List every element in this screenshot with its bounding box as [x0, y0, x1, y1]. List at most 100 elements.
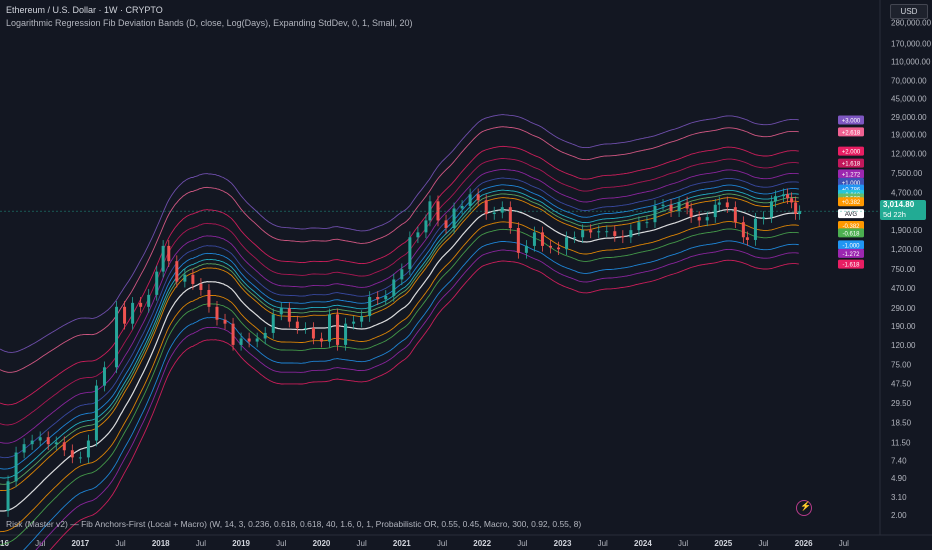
candle-body	[741, 222, 745, 238]
candle-body	[516, 228, 520, 253]
fib-band-line	[23, 240, 799, 550]
candle-body	[223, 319, 227, 324]
candle-body	[717, 202, 721, 205]
y-tick-label: 18.50	[891, 419, 912, 428]
x-tick-label: 2023	[554, 539, 572, 548]
fib-band-label-box	[838, 158, 864, 168]
fib-band-label-box	[838, 248, 864, 258]
candle-body	[191, 274, 195, 284]
y-tick-label: 170,000.00	[891, 39, 932, 48]
candle-body	[761, 217, 765, 219]
candle-body	[753, 218, 757, 240]
fib-band-label: -1.272	[842, 252, 860, 258]
x-tick-label: Jul	[517, 539, 527, 548]
x-tick-label: 2025	[714, 539, 732, 548]
y-tick-label: 750.00	[891, 265, 916, 274]
candle-body	[424, 220, 428, 233]
fib-band-label-box	[838, 146, 864, 156]
y-tick-label: 110,000.00	[891, 58, 931, 67]
y-tick-label: 4,700.00	[891, 189, 923, 198]
candle-body	[14, 452, 18, 482]
candle-body	[597, 231, 601, 233]
x-tick-label: Jul	[437, 539, 447, 548]
candle-body	[565, 237, 569, 250]
candle-body	[207, 289, 211, 307]
y-tick-label: 19,000.00	[891, 130, 927, 139]
fib-band-label: AVG	[845, 212, 858, 218]
x-tick-label: Jul	[276, 539, 286, 548]
x-tick-label: Jul	[115, 539, 125, 548]
candle-body	[573, 237, 577, 239]
candle-body	[392, 279, 396, 296]
x-tick-label: Jul	[357, 539, 367, 548]
y-tick-label: 1,200.00	[891, 245, 923, 254]
symbol-title[interactable]: Ethereum / U.S. Dollar · 1W · CRYPTO	[6, 5, 163, 15]
y-tick-label: 1,900.00	[891, 226, 923, 235]
y-tick-label: 29.50	[891, 399, 912, 408]
candle-body	[549, 245, 553, 248]
candle-body	[794, 202, 798, 215]
candle-body	[697, 217, 701, 221]
candle-body	[22, 444, 26, 453]
x-tick-label: Jul	[196, 539, 206, 548]
candle-body	[78, 457, 82, 459]
y-tick-label: 290.00	[891, 304, 916, 313]
risk-indicator-legend[interactable]: Risk (Master v2) — Fib Anchors-First (Lo…	[6, 519, 582, 529]
fib-band-label-box	[838, 197, 864, 207]
candle-body	[532, 232, 536, 246]
candle-body	[400, 269, 404, 280]
candle-body	[460, 205, 464, 209]
candle-body	[589, 230, 593, 233]
fib-band-label-box	[838, 221, 864, 231]
candle-body	[161, 245, 165, 272]
fib-band-label: +1.000	[842, 181, 861, 187]
candle-body	[452, 208, 456, 229]
x-tick-label: Jul	[678, 539, 688, 548]
x-tick-label: 2017	[71, 539, 89, 548]
candle-body	[500, 207, 504, 213]
y-tick-label: 7.40	[891, 457, 907, 466]
candle-body	[484, 200, 488, 215]
candle-body	[557, 247, 561, 250]
candle-body	[38, 437, 42, 441]
fib-band-line	[0, 157, 799, 426]
fib-band-line	[0, 114, 799, 353]
x-tick-label: Jul	[598, 539, 608, 548]
candle-body	[677, 202, 681, 212]
candle-body	[6, 481, 10, 512]
indicator-legend[interactable]: Logarithmic Regression Fib Deviation Ban…	[6, 18, 413, 28]
candle-body	[621, 235, 625, 238]
fib-band-label: +1.618	[842, 162, 861, 168]
fib-band-label: -0.382	[842, 224, 860, 230]
y-tick-label: 29,000.00	[891, 113, 927, 122]
x-tick-label: 2024	[634, 539, 652, 548]
candle-body	[62, 442, 66, 451]
candle-body	[705, 217, 709, 221]
fib-band-line	[0, 168, 799, 444]
currency-button[interactable]: USD	[890, 4, 928, 19]
candle-body	[508, 207, 512, 229]
fib-band-label: -1.000	[842, 243, 860, 249]
x-tick-label: 2019	[232, 539, 250, 548]
fib-band-label: +2.000	[842, 150, 861, 156]
y-tick-label: 45,000.00	[891, 95, 927, 104]
candle-body	[102, 367, 106, 386]
x-tick-label: 2021	[393, 539, 411, 548]
candle-body	[770, 201, 774, 218]
fib-band-line	[49, 259, 799, 550]
y-tick-label: 120.00	[891, 341, 916, 350]
candle-body	[492, 212, 496, 215]
candle-body	[175, 261, 179, 282]
candle-body	[790, 198, 794, 203]
x-tick-label: 2026	[795, 539, 813, 548]
fib-band-line	[0, 189, 799, 479]
candle-body	[139, 302, 143, 307]
tradingview-logo-icon	[796, 500, 812, 516]
candle-body	[46, 437, 50, 445]
fib-band-line	[0, 184, 799, 470]
fib-band-label: +2.618	[842, 130, 861, 136]
candle-body	[327, 314, 331, 342]
candle-body	[416, 232, 420, 238]
